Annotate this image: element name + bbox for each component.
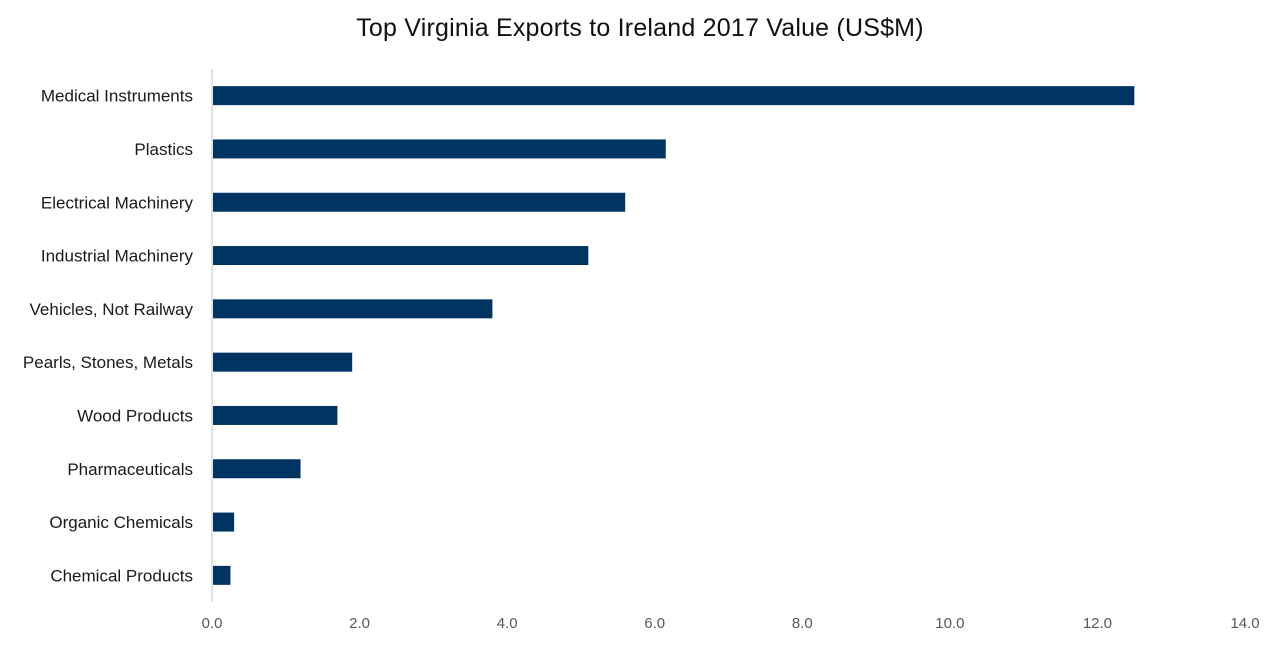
bar xyxy=(213,139,666,159)
bar xyxy=(213,459,301,479)
x-axis-tick-labels: 0.0 2.0 4.0 6.0 8.0 10.0 12.0 14.0 xyxy=(202,615,1260,632)
category-label: Plastics xyxy=(134,140,193,159)
category-label: Pharmaceuticals xyxy=(67,460,193,479)
x-tick-label: 4.0 xyxy=(497,615,518,632)
bar xyxy=(213,86,1135,106)
bar xyxy=(213,299,493,319)
category-label: Industrial Machinery xyxy=(41,247,194,266)
bar xyxy=(213,192,626,212)
category-label: Chemical Products xyxy=(50,566,193,585)
category-label: Organic Chemicals xyxy=(49,513,193,532)
x-tick-label: 14.0 xyxy=(1230,615,1259,632)
category-label: Pearls, Stones, Metals xyxy=(23,353,193,372)
bar xyxy=(213,246,589,266)
bar xyxy=(213,512,235,532)
x-tick-label: 12.0 xyxy=(1083,615,1112,632)
category-label: Wood Products xyxy=(77,406,193,425)
x-tick-label: 0.0 xyxy=(202,615,223,632)
category-label: Medical Instruments xyxy=(41,87,193,106)
x-tick-label: 6.0 xyxy=(644,615,665,632)
category-label: Vehicles, Not Railway xyxy=(30,300,194,319)
bar xyxy=(213,352,353,372)
bars-group xyxy=(213,86,1135,585)
category-labels: Medical Instruments Plastics Electrical Ma… xyxy=(23,87,194,586)
chart-title: Top Virginia Exports to Ireland 2017 Val… xyxy=(356,14,924,42)
category-label: Electrical Machinery xyxy=(41,193,194,212)
bar xyxy=(213,565,231,585)
x-tick-label: 2.0 xyxy=(349,615,370,632)
bar xyxy=(213,405,338,425)
x-tick-label: 8.0 xyxy=(792,615,813,632)
x-tick-label: 10.0 xyxy=(935,615,964,632)
